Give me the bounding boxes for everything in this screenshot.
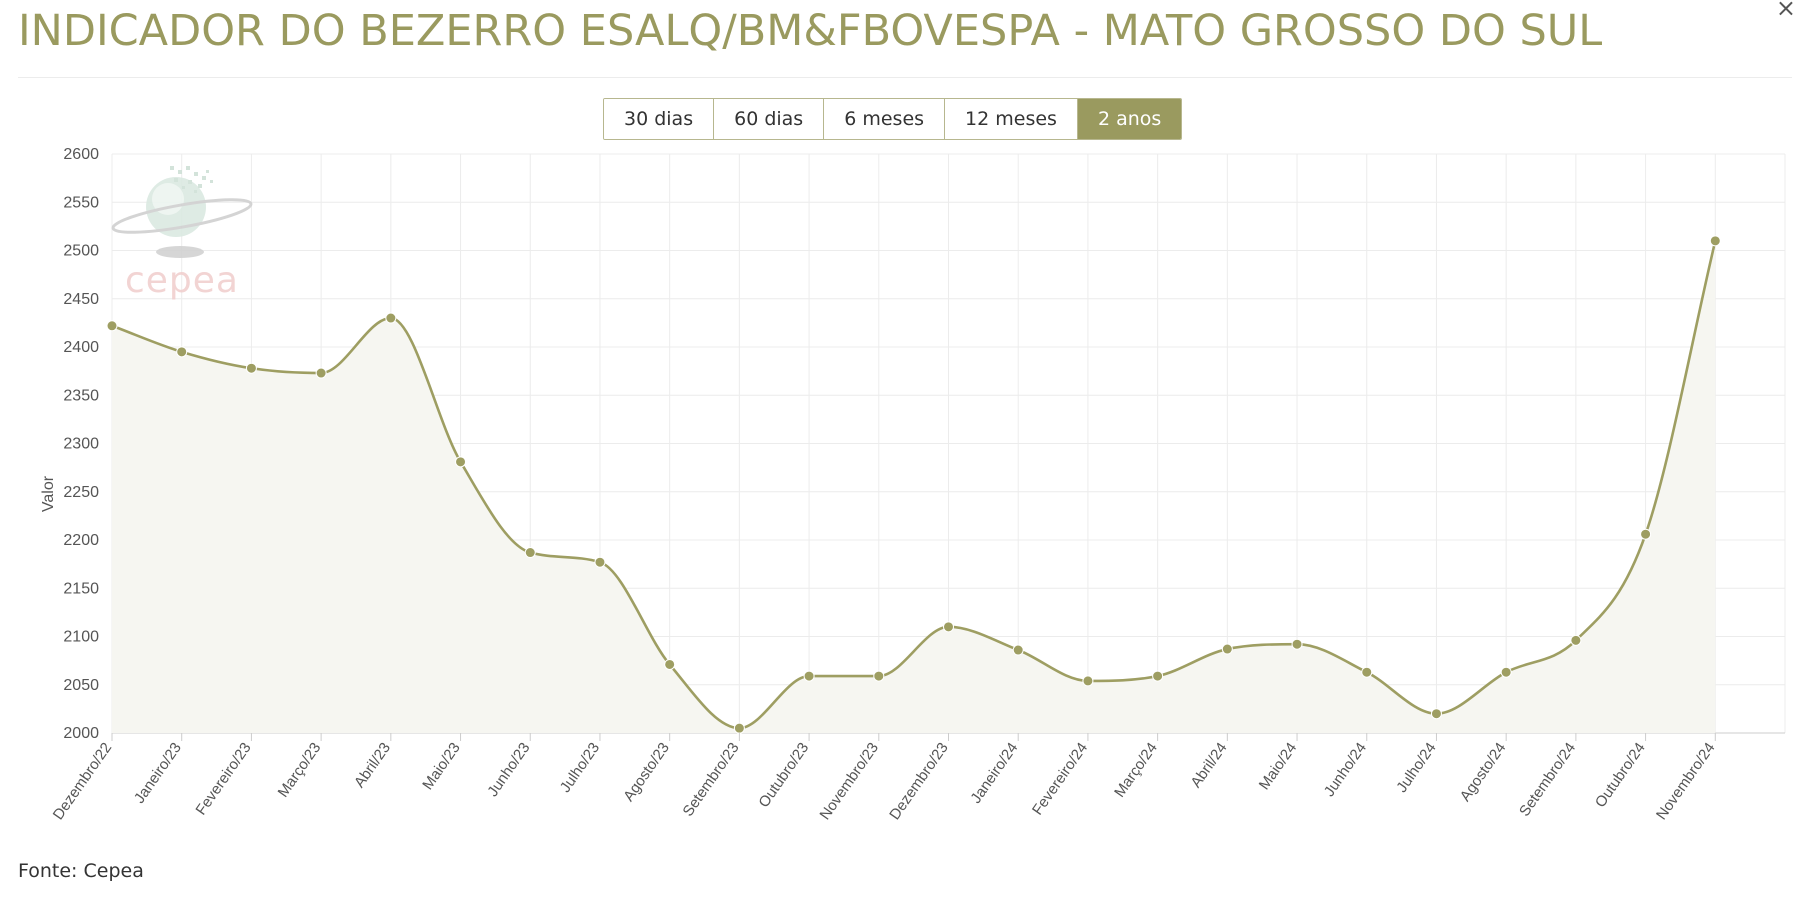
data-point[interactable] bbox=[594, 556, 606, 568]
x-tick-label: Abril/24 bbox=[1188, 740, 1231, 791]
x-tick-label: Julho/23 bbox=[557, 740, 603, 796]
x-tick-label: Janeiro/23 bbox=[131, 740, 185, 807]
x-tick-label: Dezembro/22 bbox=[50, 740, 116, 824]
x-tick-label: Fevereiro/24 bbox=[1029, 740, 1091, 819]
data-point[interactable] bbox=[1291, 638, 1303, 650]
data-point[interactable] bbox=[873, 670, 885, 682]
y-tick-label: 2450 bbox=[63, 291, 99, 308]
x-tick-label: Março/23 bbox=[275, 740, 325, 801]
watermark: cepea bbox=[111, 166, 253, 301]
x-tick-label: Novembro/23 bbox=[816, 740, 882, 824]
y-tick-label: 2300 bbox=[63, 436, 99, 453]
range-6-meses-button[interactable]: 6 meses bbox=[824, 99, 946, 139]
title-divider bbox=[18, 77, 1792, 78]
y-tick-label: 2350 bbox=[63, 387, 99, 404]
data-point[interactable] bbox=[1082, 675, 1094, 687]
data-point[interactable] bbox=[106, 320, 118, 332]
data-point[interactable] bbox=[664, 658, 676, 670]
data-point[interactable] bbox=[733, 722, 745, 734]
x-tick-label: Maio/24 bbox=[1256, 740, 1301, 793]
series-area bbox=[112, 240, 1716, 733]
watermark-text: cepea bbox=[125, 260, 239, 301]
data-point[interactable] bbox=[245, 362, 257, 374]
x-tick-label: Outubro/24 bbox=[1592, 740, 1649, 811]
globe-logo-icon bbox=[111, 166, 253, 258]
x-tick-label: Fevereiro/23 bbox=[192, 740, 254, 819]
close-icon[interactable]: × bbox=[1775, 0, 1796, 22]
y-tick-label: 2500 bbox=[63, 243, 99, 260]
y-tick-label: 2150 bbox=[63, 580, 99, 597]
data-point[interactable] bbox=[1430, 708, 1442, 720]
x-tick-label: Abril/23 bbox=[351, 740, 394, 791]
x-tick-label: Março/24 bbox=[1111, 740, 1161, 801]
y-tick-label: 2550 bbox=[63, 194, 99, 211]
x-tick-label: Junho/23 bbox=[484, 740, 533, 800]
x-tick-label: Setembro/23 bbox=[679, 740, 742, 820]
data-point[interactable] bbox=[1500, 666, 1512, 678]
y-tick-label: 2000 bbox=[63, 725, 99, 742]
x-axis-ticks: Dezembro/22 Janeiro/23 Fevereiro/23 Março/2… bbox=[50, 733, 1719, 823]
range-selector: 30 dias 60 dias 6 meses 12 meses 2 anos bbox=[603, 98, 1183, 140]
data-point[interactable] bbox=[315, 367, 327, 379]
x-tick-label: Dezembro/23 bbox=[886, 740, 952, 824]
x-tick-label: Setembro/24 bbox=[1516, 740, 1579, 820]
x-tick-label: Novembro/24 bbox=[1653, 740, 1719, 824]
data-point[interactable] bbox=[943, 621, 954, 633]
data-point[interactable] bbox=[1221, 643, 1233, 655]
data-point[interactable] bbox=[1012, 644, 1024, 656]
x-tick-label: Junho/24 bbox=[1321, 740, 1370, 800]
data-point[interactable] bbox=[455, 456, 467, 468]
data-point[interactable] bbox=[803, 670, 815, 682]
data-point[interactable] bbox=[1361, 666, 1373, 678]
x-tick-label: Agosto/23 bbox=[620, 740, 673, 805]
y-axis-ticks: 2000 2050 2100 2150 2200 2250 2300 2350 2400 2450… bbox=[63, 146, 99, 742]
data-points bbox=[106, 235, 1721, 734]
y-tick-label: 2200 bbox=[63, 532, 99, 549]
y-tick-label: 2600 bbox=[63, 146, 99, 163]
x-tick-label: Janeiro/24 bbox=[967, 740, 1021, 807]
range-2-anos-button[interactable]: 2 anos bbox=[1077, 99, 1182, 139]
range-60-dias-button[interactable]: 60 dias bbox=[714, 99, 825, 139]
page-title: INDICADOR DO BEZERRO ESALQ/BM&FBOVESPA -… bbox=[18, 6, 1603, 56]
data-point[interactable] bbox=[1152, 670, 1164, 682]
y-tick-label: 2050 bbox=[63, 677, 99, 694]
x-tick-label: Maio/23 bbox=[419, 740, 464, 793]
range-30-dias-button[interactable]: 30 dias bbox=[604, 99, 715, 139]
y-tick-label: 2250 bbox=[63, 484, 99, 501]
data-point[interactable] bbox=[176, 346, 188, 358]
y-tick-label: 2100 bbox=[63, 629, 99, 646]
source-note: Fonte: Cepea bbox=[18, 860, 144, 882]
data-point[interactable] bbox=[385, 312, 397, 324]
x-tick-label: Agosto/24 bbox=[1457, 740, 1510, 805]
data-point[interactable] bbox=[524, 547, 536, 559]
y-tick-label: 2400 bbox=[63, 339, 99, 356]
x-tick-label: Outubro/23 bbox=[755, 740, 812, 811]
data-point[interactable] bbox=[1570, 634, 1582, 646]
range-12-meses-button[interactable]: 12 meses bbox=[945, 99, 1078, 139]
y-axis-label: Valor bbox=[40, 475, 57, 512]
x-tick-label: Julho/24 bbox=[1393, 740, 1439, 796]
data-point[interactable] bbox=[1709, 235, 1721, 247]
data-point[interactable] bbox=[1640, 528, 1652, 540]
